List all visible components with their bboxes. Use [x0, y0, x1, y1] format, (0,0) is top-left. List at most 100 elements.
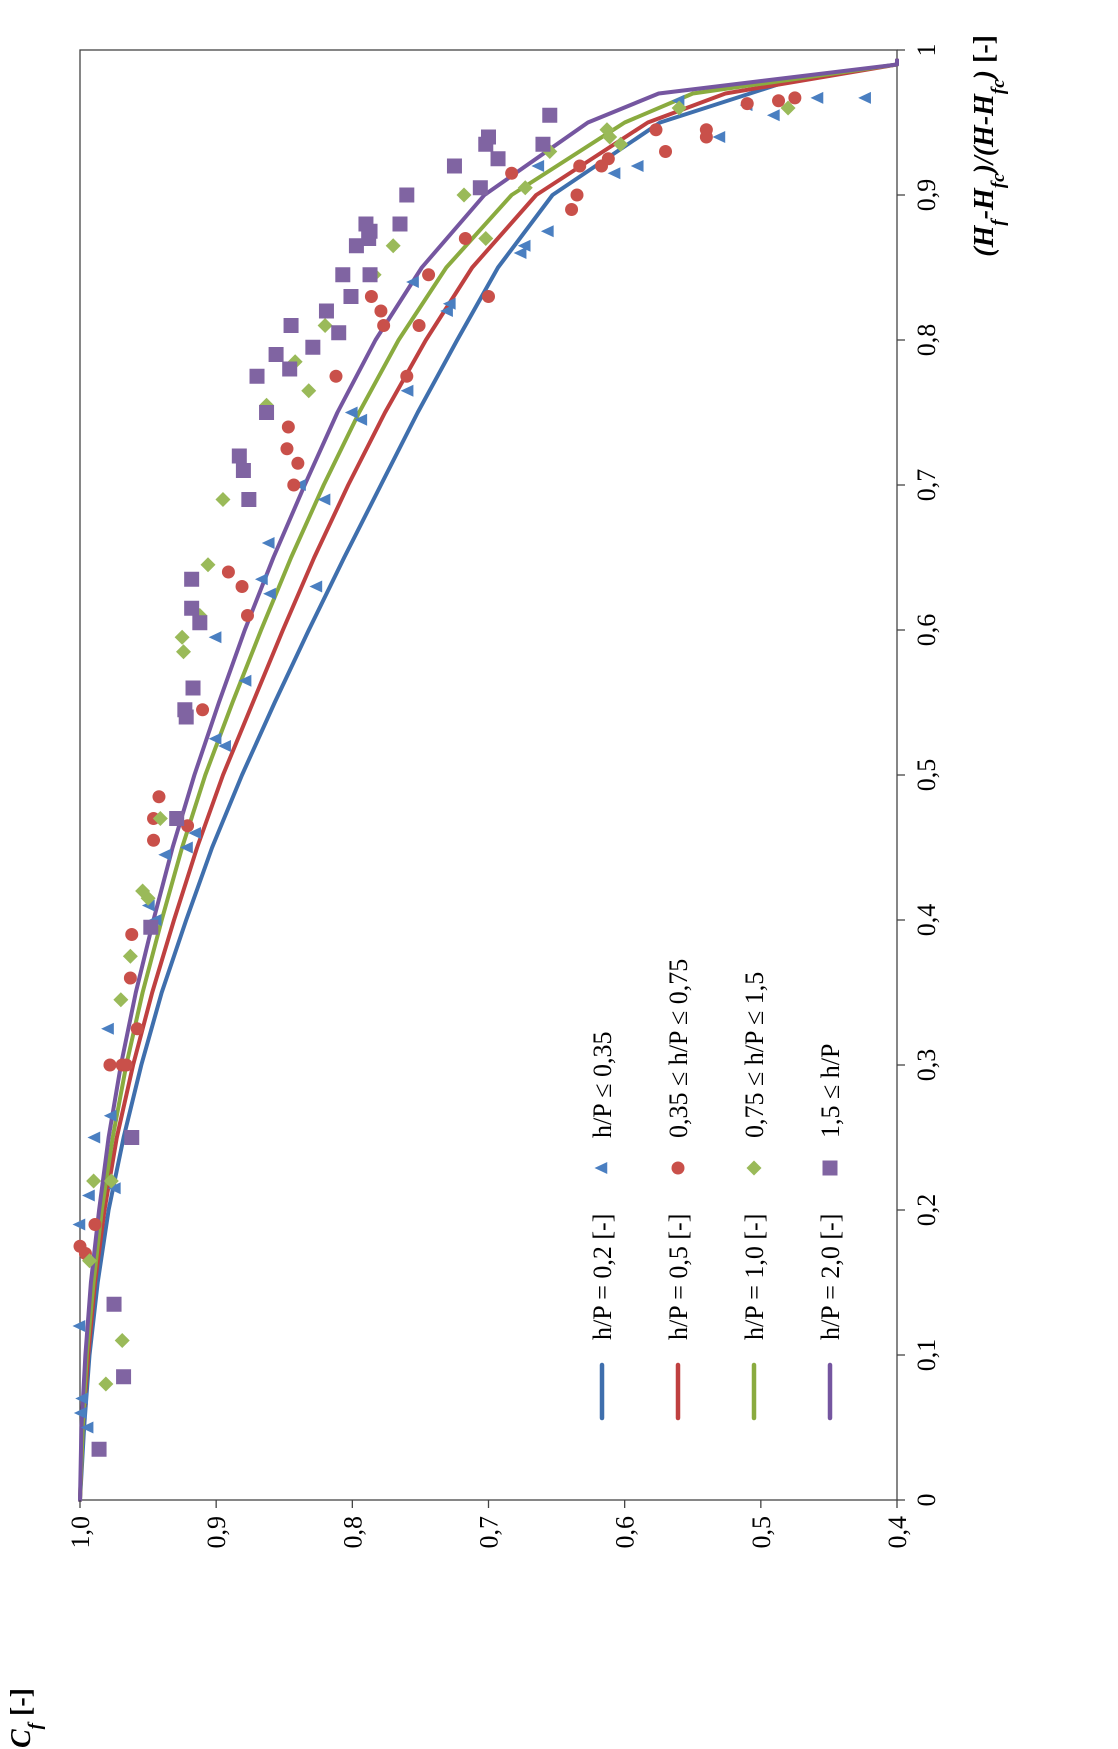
data-point-s1-21 — [309, 580, 323, 593]
legend-line-label-2: h/P = 0,5 [-] — [664, 1214, 693, 1340]
data-point-s1-29 — [440, 305, 453, 317]
data-point-s3-1 — [98, 1376, 114, 1392]
data-point-s1-3 — [75, 1392, 88, 1405]
plot-area — [79, 49, 898, 1501]
data-point-s4-13 — [241, 492, 257, 507]
data-point-s1-33 — [517, 239, 531, 252]
data-point-s2-13 — [181, 819, 195, 833]
axis-labels: (Hf-Hfc)/(H-Hfc) [-] Cf [-] — [6, 35, 1009, 1748]
axis-ticks: 0 0,1 0,2 0,3 0,4 0,5 0,6 0,7 0,8 0,9 1 1,0 0,9 0,8 0,… — [66, 44, 941, 1549]
data-point-s4-16 — [259, 405, 275, 420]
x-tick-label-8: 0,8 — [912, 324, 941, 357]
x-tick-label-2: 0,2 — [912, 1194, 941, 1227]
data-point-s1-36 — [630, 160, 644, 172]
data-point-s2-12 — [152, 790, 166, 804]
data-point-s2-22 — [329, 369, 343, 383]
curve-4 — [78, 58, 899, 1502]
data-point-s4-21 — [283, 318, 299, 333]
data-point-s1-20 — [263, 587, 276, 600]
legend-marker-label-4: 1,5 ≤ h/P — [816, 1044, 845, 1138]
data-point-s1-27 — [344, 406, 358, 419]
data-point-s2-18 — [287, 478, 301, 492]
data-point-s4-31 — [392, 216, 408, 232]
data-points — [72, 91, 871, 1457]
data-point-s2-15 — [240, 609, 254, 622]
x-tick-label-0: 0 — [912, 1494, 941, 1507]
data-point-s2-3 — [88, 1218, 102, 1231]
data-point-s1-37 — [531, 160, 545, 172]
data-point-s4-38 — [481, 129, 496, 145]
data-point-s3-2 — [114, 1333, 130, 1348]
data-point-s4-10 — [192, 615, 208, 631]
data-point-s1-23 — [261, 537, 275, 549]
data-point-s4-23 — [318, 303, 334, 319]
data-point-s4-17 — [249, 368, 265, 384]
data-point-s3-28 — [599, 122, 615, 138]
data-point-s1-17 — [208, 732, 222, 745]
y-tick-label-1: 0,9 — [202, 1516, 231, 1549]
data-point-s2-8 — [123, 971, 137, 985]
data-point-s3-22 — [478, 231, 494, 246]
data-point-s1-32 — [513, 247, 527, 259]
data-point-s4-1 — [91, 1441, 107, 1457]
data-point-s4-18 — [282, 361, 298, 377]
data-point-s4-22 — [331, 325, 347, 341]
data-point-s4-39 — [542, 107, 558, 123]
data-point-s2-7 — [130, 1022, 144, 1036]
legend-marker-1 — [594, 1162, 608, 1174]
data-point-s2-20 — [280, 442, 294, 456]
data-point-s3-26 — [613, 136, 629, 152]
data-point-s2-31 — [565, 203, 579, 216]
x-tick-label-10: 1 — [912, 44, 941, 57]
data-point-s2-21 — [281, 420, 295, 434]
x-tick-label-4: 0,4 — [912, 904, 941, 937]
data-point-s2-38 — [649, 123, 663, 137]
data-point-s1-34 — [540, 225, 554, 238]
data-point-s2-2 — [73, 1239, 87, 1253]
data-point-s4-35 — [490, 151, 506, 167]
legend-marker-label-2: 0,35 ≤ h/P ≤ 0,75 — [664, 959, 693, 1138]
data-point-s4-20 — [305, 339, 321, 355]
data-point-s4-32 — [399, 187, 415, 203]
curve-2 — [78, 58, 899, 1502]
curve-1 — [78, 58, 899, 1502]
data-point-s1-39 — [766, 109, 780, 122]
data-point-s3-12 — [174, 629, 190, 645]
y-tick-label-3: 0,7 — [475, 1516, 504, 1549]
data-point-s2-19 — [291, 456, 305, 470]
data-point-s2-28 — [422, 268, 436, 282]
legend-line-label-1: h/P = 0,2 [-] — [588, 1214, 617, 1340]
data-point-s2-14 — [196, 703, 210, 717]
data-point-s2-42 — [740, 97, 754, 111]
data-point-s2-24 — [412, 319, 426, 332]
data-point-s2-30 — [458, 232, 472, 245]
y-tick-label-2: 0,8 — [338, 1516, 367, 1549]
data-point-s1-4 — [72, 1320, 86, 1332]
data-point-s1-15 — [188, 827, 201, 839]
x-tick-label-3: 0,3 — [912, 1049, 941, 1082]
data-point-s1-19 — [208, 631, 222, 644]
data-point-s4-4 — [124, 1130, 140, 1145]
x-tick-label-1: 0,1 — [912, 1339, 941, 1372]
fitted-curves — [78, 58, 899, 1502]
data-point-s2-43 — [788, 91, 802, 105]
data-point-s4-5 — [143, 919, 159, 935]
data-point-s2-33 — [573, 159, 587, 173]
data-point-s4-30 — [358, 216, 374, 232]
data-point-s4-25 — [335, 267, 351, 283]
data-point-s2-40 — [699, 123, 713, 137]
x-tick-label-7: 0,7 — [912, 469, 941, 502]
data-point-s3-23 — [456, 187, 472, 203]
legend-marker-2 — [671, 1161, 685, 1175]
x-tick-label-9: 0,9 — [912, 179, 941, 212]
data-point-s4-9 — [185, 680, 201, 696]
y-tick-label-0: 1,0 — [66, 1516, 95, 1549]
data-point-s3-9 — [135, 883, 151, 899]
data-point-s1-28 — [400, 384, 414, 397]
legend-marker-label-1: h/P ≤ 0,35 — [588, 1032, 617, 1139]
data-point-s1-5 — [72, 1218, 86, 1231]
data-point-s1-26 — [354, 413, 368, 426]
data-point-s1-10 — [101, 1022, 114, 1035]
data-point-s4-33 — [472, 180, 488, 196]
data-point-s1-35 — [607, 167, 621, 180]
